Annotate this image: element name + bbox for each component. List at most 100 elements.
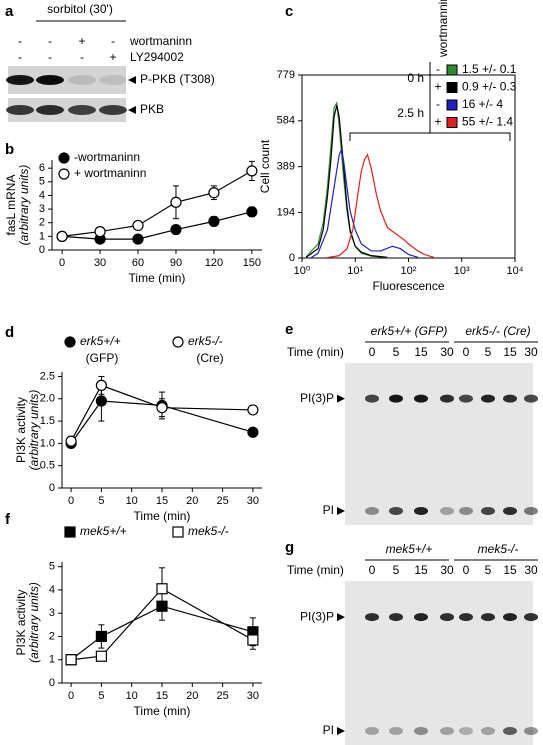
arrow	[337, 613, 345, 622]
marker	[156, 402, 168, 414]
band	[68, 75, 96, 85]
x-tick-label: 20	[186, 495, 198, 507]
band	[6, 105, 34, 115]
spot	[481, 394, 495, 403]
spot	[365, 613, 379, 622]
sign: -	[18, 34, 22, 48]
spot-label: PI	[323, 503, 334, 517]
marker	[95, 630, 107, 643]
lane-time: 15	[414, 563, 428, 577]
sign: -	[80, 50, 84, 64]
spot	[524, 394, 538, 403]
y-tick-label: 1	[49, 654, 55, 666]
spot	[414, 727, 428, 735]
y-tick-label: 2	[39, 217, 45, 229]
marker	[132, 219, 144, 232]
spot	[459, 727, 473, 735]
spot	[503, 394, 517, 403]
spot	[524, 727, 538, 735]
y-axis-label: (arbitrary units)	[27, 390, 41, 471]
legend-group: 2.5 h	[397, 106, 424, 120]
lane-time: 0	[463, 563, 470, 577]
lane-time: 30	[440, 563, 454, 577]
x-tick-label: 30	[247, 690, 259, 702]
marker	[64, 526, 76, 538]
lane-time: 15	[414, 345, 428, 359]
y-axis-label: (arbitrary units)	[27, 582, 41, 663]
spot	[440, 394, 454, 403]
spot	[524, 507, 538, 515]
arrow	[337, 394, 345, 403]
marker	[65, 654, 77, 666]
series-line	[71, 588, 254, 661]
legend-label: erk5+/+	[80, 334, 121, 348]
x-tick-label: 10¹	[347, 265, 363, 277]
y-tick-label: 1.0	[40, 437, 55, 449]
tlc-plate	[345, 581, 533, 745]
x-tick-label: 25	[216, 690, 228, 702]
marker	[156, 583, 168, 595]
lane-time: 30	[524, 345, 538, 359]
sign: -	[48, 34, 52, 48]
spot	[440, 613, 454, 622]
legend-sign: +	[434, 115, 441, 129]
x-tick-label: 30	[94, 257, 106, 269]
x-tick-label: 15	[156, 495, 168, 507]
x-tick-label: 10	[126, 690, 138, 702]
y-tick-label: 0	[39, 244, 45, 256]
spot-label: PI(3)P	[300, 609, 334, 623]
spot	[365, 727, 379, 735]
y-tick-label: 584	[277, 115, 295, 127]
panel-letter: g	[285, 539, 294, 556]
x-tick-label: 10⁰	[294, 265, 311, 277]
marker	[65, 435, 77, 447]
y-tick-label: 0	[49, 677, 55, 689]
tlc-plate	[345, 363, 533, 525]
spot	[389, 727, 403, 735]
x-tick-label: 0	[68, 495, 74, 507]
marker	[94, 225, 106, 238]
x-tick-label: 10³	[454, 265, 470, 277]
sign: -	[48, 50, 52, 64]
marker	[132, 233, 144, 245]
marker	[247, 634, 259, 646]
marker	[56, 230, 68, 242]
group-label: mek5+/+	[386, 542, 433, 556]
row-label: wortmaninn	[129, 34, 192, 48]
series-line	[70, 400, 254, 444]
spot	[459, 394, 473, 403]
x-axis-label: Time (min)	[134, 509, 191, 523]
band-label: PKB	[140, 102, 164, 116]
spot	[503, 727, 517, 735]
bracket	[349, 132, 511, 141]
marker	[208, 187, 220, 199]
series-line	[327, 153, 435, 259]
x-tick-label: 10⁴	[507, 265, 524, 277]
spot	[365, 507, 379, 515]
panel-letter: e	[285, 321, 293, 338]
y-tick-label: 0.5	[40, 460, 55, 472]
y-tick-label: 1.5	[40, 415, 55, 427]
lane-time: 0	[369, 563, 376, 577]
y-tick-label: 194	[277, 206, 295, 218]
sign: -	[111, 34, 115, 48]
x-axis-label: Time (min)	[134, 704, 191, 718]
spot	[503, 507, 517, 515]
band	[36, 105, 64, 115]
x-tick-label: 120	[205, 257, 223, 269]
arrow	[337, 727, 345, 735]
legend-label: 0.9 +/- 0.3	[462, 80, 517, 94]
x-tick-label: 10	[126, 495, 138, 507]
y-tick-label: 6	[39, 162, 45, 174]
spot	[503, 613, 517, 622]
arrow	[128, 76, 136, 84]
time-label: Time (min)	[287, 345, 344, 359]
y-tick-label: 3	[39, 203, 45, 215]
lane-time: 5	[393, 563, 400, 577]
series-line	[62, 170, 253, 237]
lane-time: 5	[485, 563, 492, 577]
spot	[389, 394, 403, 403]
spot	[459, 507, 473, 515]
spot	[481, 613, 495, 622]
